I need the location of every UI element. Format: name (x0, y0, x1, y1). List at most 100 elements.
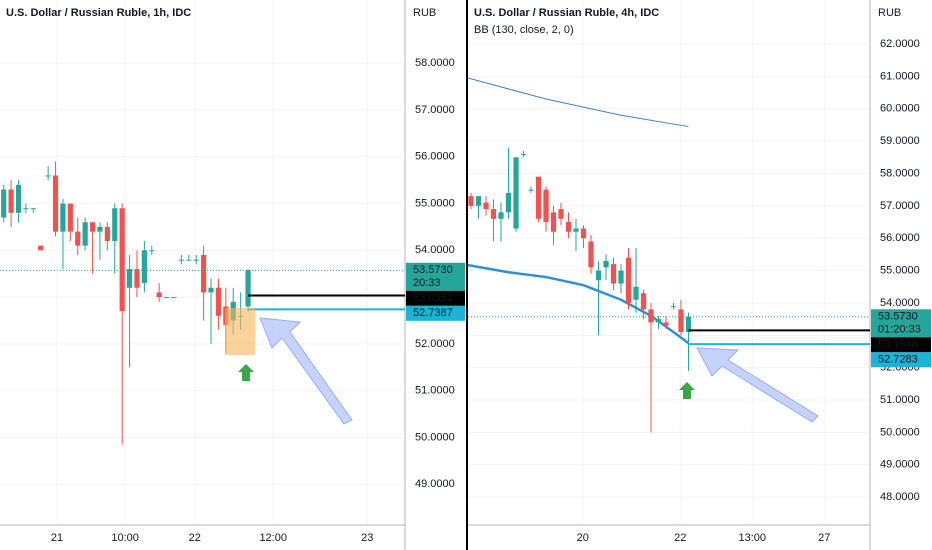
candle-body (595, 270, 602, 281)
x-tick-label: 10:00 (111, 532, 139, 544)
candle-body (52, 175, 59, 232)
candle-body (89, 222, 96, 232)
candle-body (126, 269, 133, 288)
chart-title: U.S. Dollar / Russian Ruble, 1h, IDC (6, 7, 191, 19)
candle-body (618, 270, 624, 284)
x-tick-label: 27 (818, 532, 830, 544)
price-label: 52.7387 (413, 307, 453, 319)
candle-body (498, 212, 504, 219)
candle-body (625, 257, 632, 303)
x-tick-label: 22 (674, 532, 686, 544)
price-label-box (871, 309, 931, 338)
axis-unit: RUB (878, 7, 901, 19)
candle-body (640, 293, 647, 310)
y-tick-label: 51.0000 (415, 385, 455, 397)
candle-body (475, 196, 482, 206)
panel-divider (466, 0, 468, 550)
y-tick-label: 56.0000 (880, 232, 920, 244)
indicator-label: BB (130, close, 2, 0) (474, 24, 574, 36)
y-tick-label: 57.0000 (415, 104, 455, 116)
band-line (467, 77, 689, 128)
candle-body (535, 176, 542, 219)
candle-body (186, 259, 192, 261)
candle-body (156, 292, 162, 298)
candle-body (112, 208, 118, 241)
x-tick-label: 12:00 (259, 532, 287, 544)
candle-body (38, 245, 44, 251)
candle-body (134, 269, 140, 288)
candle-body (550, 212, 557, 232)
blue-arrow (259, 317, 353, 425)
candle-body (75, 231, 81, 246)
candle-body (588, 241, 594, 268)
candle-body (483, 202, 489, 210)
x-tick-label: 21 (51, 532, 63, 544)
x-tick-label: 23 (361, 532, 373, 544)
price-label-box (871, 337, 931, 353)
candle-body (1, 189, 7, 218)
candle-body (558, 209, 564, 219)
candle-body (565, 222, 572, 232)
y-tick-label: 60.0000 (880, 103, 920, 115)
candle-body (193, 259, 199, 261)
candle-body (610, 264, 617, 284)
green-arrow (679, 382, 695, 399)
candle-body (97, 226, 103, 232)
y-tick-label: 50.0000 (415, 431, 455, 443)
highlight-box (225, 308, 255, 355)
y-tick-label: 62.0000 (880, 38, 920, 50)
candle-body (45, 175, 51, 177)
y-tick-label: 49.0000 (880, 459, 920, 471)
candle-body (603, 260, 609, 268)
candle-body (490, 209, 497, 219)
price-label: 52.7283 (878, 354, 918, 366)
candle-body (685, 316, 692, 333)
candle-body (163, 297, 170, 299)
band-line (467, 263, 690, 345)
y-tick-label: 54.0000 (415, 244, 455, 256)
axis-unit: RUB (413, 7, 436, 19)
candle-body (30, 208, 36, 210)
candle-body (171, 297, 177, 299)
candle-body (528, 189, 534, 191)
candle-body (513, 157, 519, 229)
candle-body (104, 226, 110, 241)
candle-body (15, 184, 22, 213)
y-tick-label: 51.0000 (880, 394, 920, 406)
candle-body (8, 189, 14, 213)
y-tick-label: 55.0000 (880, 264, 920, 276)
y-tick-label: 50.0000 (880, 426, 920, 438)
price-label-box (871, 352, 931, 368)
price-label: 53.0351 (413, 292, 453, 304)
candle-body (573, 228, 579, 232)
candle-body (67, 203, 73, 232)
price-label: 53.5730 (413, 264, 453, 276)
y-tick-label: 61.0000 (880, 70, 920, 82)
candle-body (655, 319, 662, 323)
y-tick-label: 58.0000 (415, 57, 455, 69)
x-tick-label: 22 (189, 532, 201, 544)
y-tick-label: 59.0000 (880, 135, 920, 147)
candle-body (119, 208, 125, 312)
y-tick-label: 58.0000 (880, 167, 920, 179)
candle-body (201, 255, 207, 293)
candle-body (580, 228, 587, 239)
candle-body (149, 250, 155, 252)
y-tick-label: 57.0000 (880, 200, 920, 212)
candle-body (633, 286, 639, 300)
candle-body (245, 270, 251, 307)
y-tick-label: 56.0000 (415, 151, 455, 163)
price-label-box (406, 305, 465, 321)
y-tick-label: 49.0000 (415, 478, 455, 490)
candle-body (208, 287, 214, 293)
candle-body (678, 309, 684, 333)
candle-body (670, 306, 677, 308)
y-tick-label: 52.0000 (415, 338, 455, 350)
chart-title: U.S. Dollar / Russian Ruble, 4h, IDC (474, 7, 659, 19)
x-tick-label: 13:00 (738, 532, 766, 544)
y-tick-label: 48.0000 (880, 491, 920, 503)
price-label-box (406, 290, 465, 306)
countdown-label: 20:33 (413, 277, 441, 289)
